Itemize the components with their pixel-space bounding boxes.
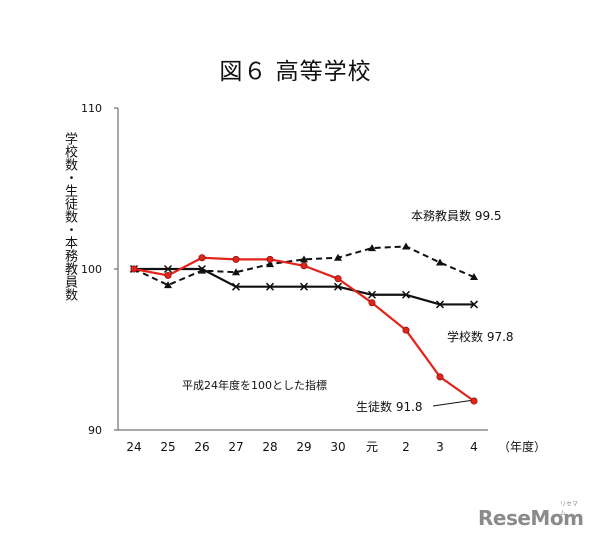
x-tick-label: 30 xyxy=(330,440,345,454)
series-label-本務教員数: 本務教員数 99.5 xyxy=(411,208,502,223)
marker-dot xyxy=(198,254,206,262)
marker-x xyxy=(367,290,377,299)
marker-dot xyxy=(368,299,376,307)
marker-dot xyxy=(266,255,274,263)
series-label-学校数: 学校数 97.8 xyxy=(447,329,514,344)
marker-x xyxy=(299,282,309,291)
marker-dot xyxy=(470,397,478,405)
marker-x xyxy=(163,264,173,274)
x-axis-unit: （年度） xyxy=(498,439,546,454)
y-axis-label: 学校数・生徒数・本務教員数 xyxy=(62,132,77,301)
x-tick-label: 元 xyxy=(366,440,378,454)
marker-triangle xyxy=(402,242,410,250)
x-tick-label: 3 xyxy=(436,440,444,454)
marker-triangle xyxy=(164,281,172,289)
marker-triangle xyxy=(300,255,308,263)
chart-axes xyxy=(114,107,488,431)
marker-x xyxy=(197,264,207,274)
marker-triangle xyxy=(266,260,274,268)
chart-labels: 90 100 110 24 25 26 27 28 29 30 元 2 3 4 （年度） 本務教員数 99.5… xyxy=(81,102,546,454)
marker-dot xyxy=(130,265,138,273)
marker-x xyxy=(401,290,411,299)
resemom-logo: ReseMom リセマム xyxy=(478,501,584,530)
marker-triangle xyxy=(334,253,342,261)
marker-triangle xyxy=(436,258,444,266)
marker-x xyxy=(469,300,479,309)
chart-title: 図６ 高等学校 xyxy=(219,59,372,85)
x-tick-label: 27 xyxy=(228,440,243,454)
marker-dot xyxy=(436,373,444,381)
marker-dot xyxy=(300,262,308,270)
marker-dot xyxy=(164,271,172,279)
x-tick-label: 4 xyxy=(470,440,478,454)
marker-x xyxy=(231,282,241,291)
series-label-生徒数: 生徒数 91.8 xyxy=(356,399,423,414)
series-markers xyxy=(129,242,479,405)
marker-triangle xyxy=(232,268,240,276)
marker-x xyxy=(333,282,343,291)
x-tick-label: 26 xyxy=(194,440,209,454)
logo-subtext: リセマム xyxy=(560,501,579,517)
series-label-leader xyxy=(432,399,475,407)
marker-dot xyxy=(402,326,410,334)
x-tick-label: 24 xyxy=(126,440,141,454)
chart-note: 平成24年度を100とした指標 xyxy=(182,378,327,392)
marker-triangle xyxy=(470,273,478,281)
x-tick-label: 29 xyxy=(296,440,311,454)
x-tick-label: 28 xyxy=(262,440,277,454)
y-tick-label: 110 xyxy=(81,102,102,115)
logo-text: ReseMom xyxy=(478,506,584,530)
marker-x xyxy=(265,282,275,291)
x-tick-label: 2 xyxy=(402,440,410,454)
y-tick-label: 90 xyxy=(88,424,102,437)
marker-triangle xyxy=(368,244,376,252)
marker-dot xyxy=(232,255,240,263)
series-line-本務教員数 xyxy=(133,245,475,287)
marker-x xyxy=(435,300,445,309)
marker-dot xyxy=(334,275,342,283)
y-tick-label: 100 xyxy=(81,263,102,276)
x-tick-label: 25 xyxy=(160,440,175,454)
